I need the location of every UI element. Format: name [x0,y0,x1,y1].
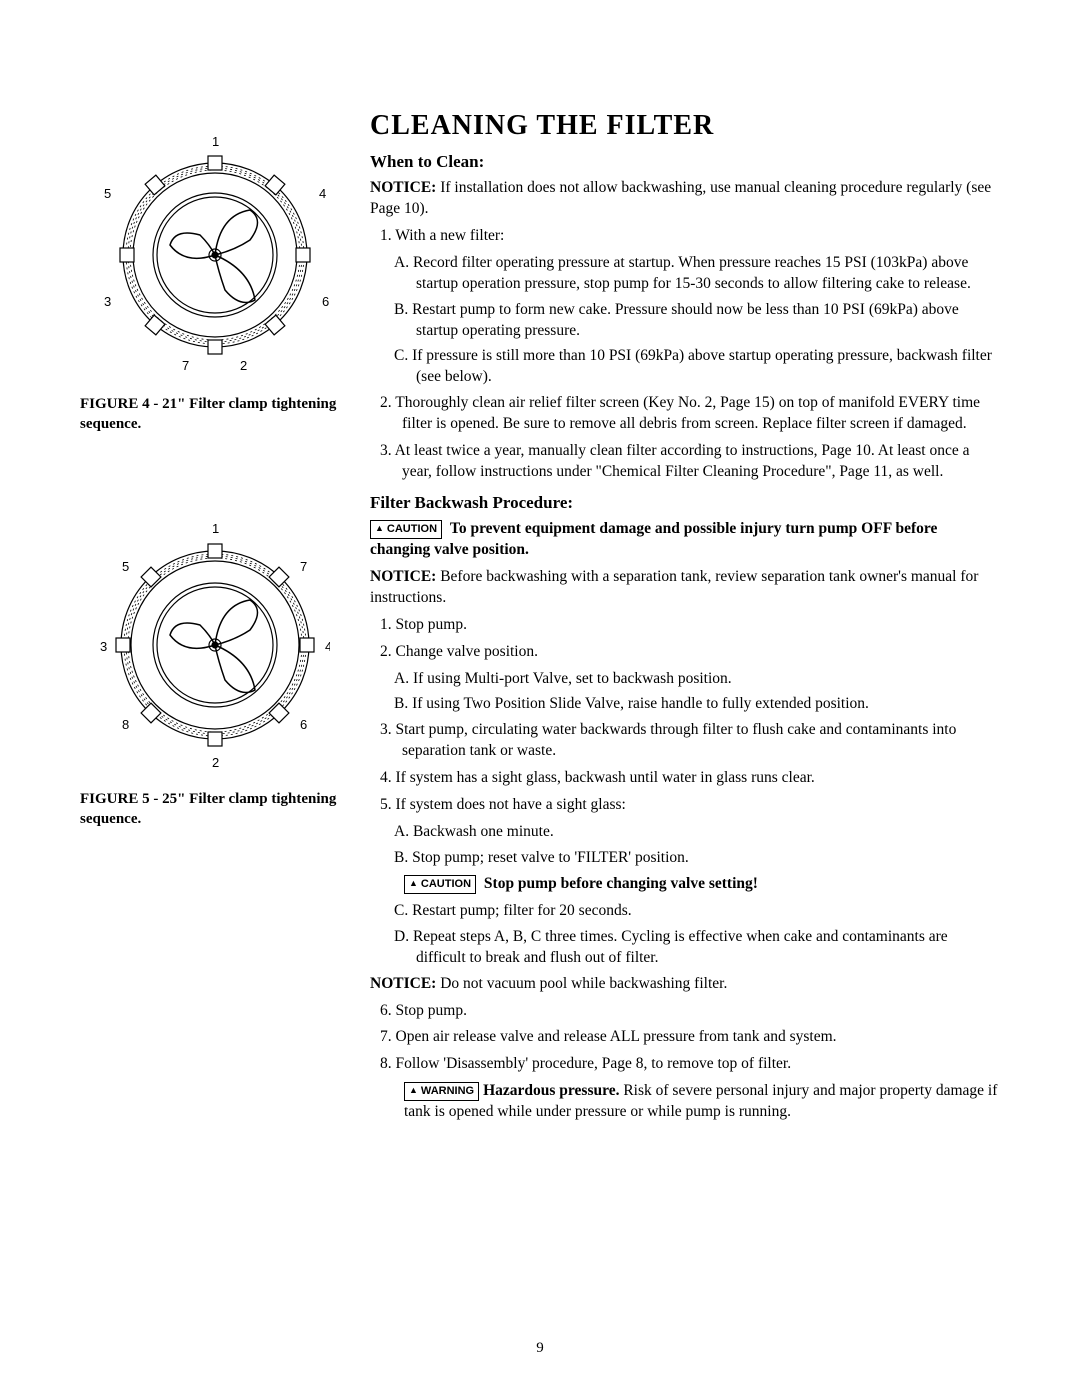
backwash-list: 1. Stop pump. 2. Change valve position. [370,615,1000,663]
figure-5-caption: FIGURE 5 - 25" Filter clamp tightening s… [80,789,350,830]
svg-text:5: 5 [122,559,129,574]
svg-text:1: 1 [212,134,219,149]
caution-icon-2: CAUTION [404,875,476,894]
figure-4-caption-text: FIGURE 4 - 21" Filter clamp tightening s… [80,396,336,432]
list3-item8: 8. Follow 'Disassembly' procedure, Page … [380,1054,1000,1075]
page-container: 1 4 6 2 7 3 5 FIGURE 4 - 21" Filter clam… [80,110,1000,1129]
list3-item6: 6. Stop pump. [380,1001,1000,1022]
right-column: CLEANING THE FILTER When to Clean: NOTIC… [370,110,1000,1129]
backwash-list-cont2: 6. Stop pump. 7. Open air release valve … [370,1001,1000,1076]
notice-2-label: NOTICE: [370,568,436,585]
figure-4-diagram: 1 4 6 2 7 3 5 [100,130,330,380]
notice-3-text: Do not vacuum pool while backwashing fil… [436,975,727,992]
list1-item1b: B. Restart pump to form new cake. Pressu… [394,300,1000,342]
figure-5: 1 7 4 6 2 8 3 5 FIGURE 5 - 25" Filter cl… [80,515,350,830]
caution-2: CAUTION Stop pump before changing valve … [370,874,1000,895]
list2-item4: 4. If system has a sight glass, backwash… [380,768,1000,789]
svg-text:8: 8 [122,717,129,732]
notice-3-label: NOTICE: [370,975,436,992]
list1-item3: 3. At least twice a year, manually clean… [380,441,1000,483]
list1-item1: 1. With a new filter: [380,226,1000,247]
list2-item5c: C. Restart pump; filter for 20 seconds. [394,901,1000,922]
list1-item1c: C. If pressure is still more than 10 PSI… [394,346,1000,388]
caution-icon: CAUTION [370,520,442,539]
list2-item5: 5. If system does not have a sight glass… [380,795,1000,816]
list1-item2: 2. Thoroughly clean air relief filter sc… [380,393,1000,435]
backwash-heading: Filter Backwash Procedure: [370,493,1000,513]
warning-icon: WARNING [404,1082,479,1101]
notice-1: NOTICE: If installation does not allow b… [370,178,1000,220]
notice-2: NOTICE: Before backwashing with a separa… [370,567,1000,609]
list2-item5-sub2: C. Restart pump; filter for 20 seconds. … [370,901,1000,969]
warning-bold: Hazardous pressure. [483,1082,619,1099]
figure-5-diagram: 1 7 4 6 2 8 3 5 [100,515,330,775]
list1-item1-sub: A. Record filter operating pressure at s… [370,253,1000,389]
list3-item7: 7. Open air release valve and release AL… [380,1027,1000,1048]
list2-item2-sub: A. If using Multi-port Valve, set to bac… [370,669,1000,716]
caution-1-text: To prevent equipment damage and possible… [370,520,937,558]
when-to-clean-heading: When to Clean: [370,152,1000,172]
backwash-list-cont1: 3. Start pump, circulating water backwar… [370,720,1000,816]
figure-4-caption: FIGURE 4 - 21" Filter clamp tightening s… [80,394,350,435]
warning-block: WARNINGHazardous pressure. Risk of sever… [370,1081,1000,1123]
svg-text:5: 5 [104,186,111,201]
when-to-clean-list: 1. With a new filter: [370,226,1000,247]
notice-1-label: NOTICE: [370,179,436,196]
list2-item3: 3. Start pump, circulating water backwar… [380,720,1000,762]
list2-item2a: A. If using Multi-port Valve, set to bac… [394,669,1000,690]
left-column: 1 4 6 2 7 3 5 FIGURE 4 - 21" Filter clam… [80,110,350,1129]
caution-2-text: Stop pump before changing valve setting! [484,875,758,892]
section-title: CLEANING THE FILTER [370,110,1000,142]
caution-1: CAUTION To prevent equipment damage and … [370,519,1000,561]
figure-5-caption-text: FIGURE 5 - 25" Filter clamp tightening s… [80,791,336,827]
notice-3: NOTICE: Do not vacuum pool while backwas… [370,974,1000,995]
notice-2-text: Before backwashing with a separation tan… [370,568,978,606]
svg-text:4: 4 [325,639,330,654]
svg-text:3: 3 [100,639,107,654]
svg-text:6: 6 [322,294,329,309]
page-number: 9 [0,1340,1080,1357]
svg-text:7: 7 [300,559,307,574]
list2-item2: 2. Change valve position. [380,642,1000,663]
list1-item1a: A. Record filter operating pressure at s… [394,253,1000,295]
list2-item5d: D. Repeat steps A, B, C three times. Cyc… [394,927,1000,969]
list2-item5a: A. Backwash one minute. [394,822,1000,843]
when-to-clean-list-cont: 2. Thoroughly clean air relief filter sc… [370,393,1000,483]
list2-item2b: B. If using Two Position Slide Valve, ra… [394,694,1000,715]
svg-text:7: 7 [182,358,189,373]
svg-text:6: 6 [300,717,307,732]
svg-text:1: 1 [212,521,219,536]
list2-item1: 1. Stop pump. [380,615,1000,636]
figure-4: 1 4 6 2 7 3 5 FIGURE 4 - 21" Filter clam… [80,130,350,435]
list2-item5b: B. Stop pump; reset valve to 'FILTER' po… [394,848,1000,869]
notice-1-text: If installation does not allow backwashi… [370,179,991,217]
svg-text:3: 3 [104,294,111,309]
list2-item5-sub: A. Backwash one minute. B. Stop pump; re… [370,822,1000,869]
svg-text:2: 2 [212,755,219,770]
svg-text:2: 2 [240,358,247,373]
svg-text:4: 4 [319,186,326,201]
